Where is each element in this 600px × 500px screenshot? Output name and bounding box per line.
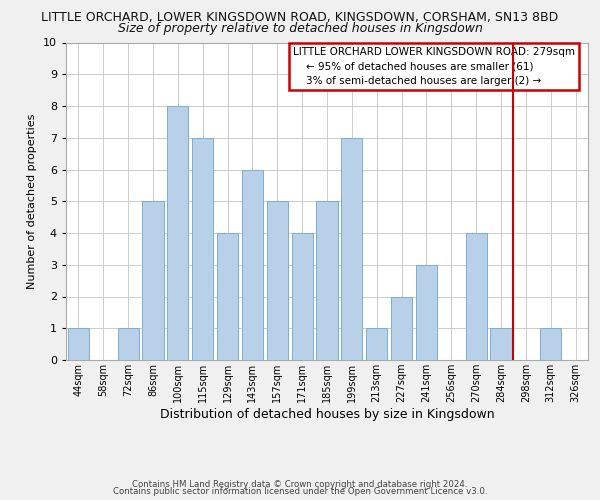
Bar bbox=[242, 170, 263, 360]
Bar bbox=[366, 328, 387, 360]
Bar bbox=[142, 201, 164, 360]
Bar bbox=[118, 328, 139, 360]
Bar bbox=[391, 296, 412, 360]
Bar bbox=[316, 201, 338, 360]
Bar bbox=[167, 106, 188, 360]
Bar bbox=[68, 328, 89, 360]
Bar bbox=[192, 138, 213, 360]
Bar bbox=[466, 233, 487, 360]
X-axis label: Distribution of detached houses by size in Kingsdown: Distribution of detached houses by size … bbox=[160, 408, 494, 421]
Y-axis label: Number of detached properties: Number of detached properties bbox=[28, 114, 37, 289]
Text: Size of property relative to detached houses in Kingsdown: Size of property relative to detached ho… bbox=[118, 22, 482, 35]
Bar bbox=[490, 328, 512, 360]
Bar bbox=[416, 265, 437, 360]
Bar bbox=[267, 201, 288, 360]
Bar bbox=[540, 328, 561, 360]
Text: LITTLE ORCHARD LOWER KINGSDOWN ROAD: 279sqm
    ← 95% of detached houses are sma: LITTLE ORCHARD LOWER KINGSDOWN ROAD: 279… bbox=[293, 48, 575, 86]
Text: Contains public sector information licensed under the Open Government Licence v3: Contains public sector information licen… bbox=[113, 487, 487, 496]
Bar bbox=[341, 138, 362, 360]
Bar bbox=[217, 233, 238, 360]
Text: Contains HM Land Registry data © Crown copyright and database right 2024.: Contains HM Land Registry data © Crown c… bbox=[132, 480, 468, 489]
Text: LITTLE ORCHARD, LOWER KINGSDOWN ROAD, KINGSDOWN, CORSHAM, SN13 8BD: LITTLE ORCHARD, LOWER KINGSDOWN ROAD, KI… bbox=[41, 11, 559, 24]
Bar bbox=[292, 233, 313, 360]
